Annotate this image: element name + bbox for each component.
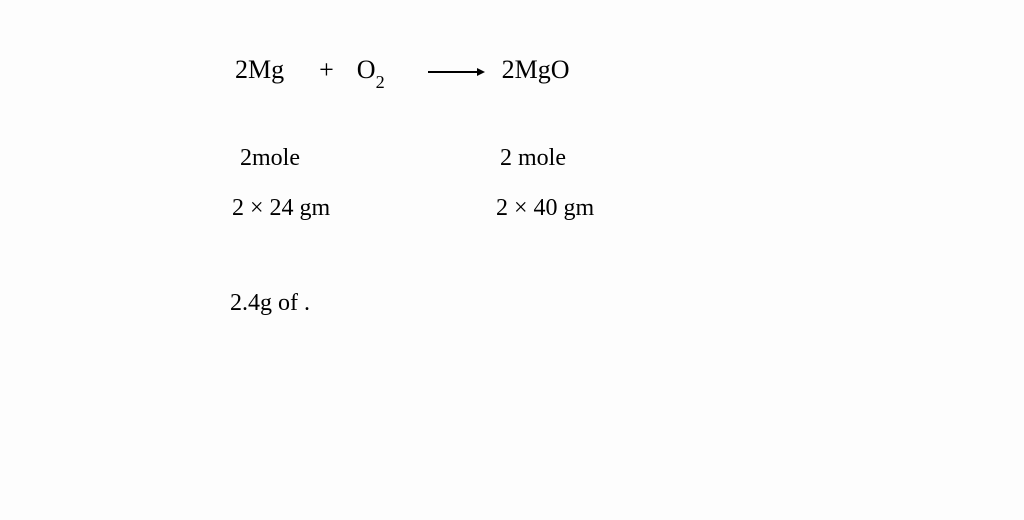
bottom-text: 2.4g of . — [230, 290, 310, 317]
reaction-arrow-icon — [428, 55, 483, 85]
plus-sign: + — [319, 55, 334, 84]
product2: O — [551, 55, 570, 84]
moles-left: 2mole — [240, 145, 300, 172]
reactant1-coef: 2 — [235, 55, 248, 84]
mass-right: 2 × 40 gm — [496, 195, 594, 222]
product1: Mg — [515, 55, 551, 84]
reactant2-subscript: 2 — [376, 72, 385, 92]
reactant2: O — [357, 55, 376, 84]
moles-right: 2 mole — [500, 145, 566, 172]
equation-line: 2Mg + O2 2MgO — [235, 55, 570, 89]
product-coef: 2 — [502, 55, 515, 84]
mass-left: 2 × 24 gm — [232, 195, 330, 222]
reactant1: Mg — [248, 55, 284, 84]
